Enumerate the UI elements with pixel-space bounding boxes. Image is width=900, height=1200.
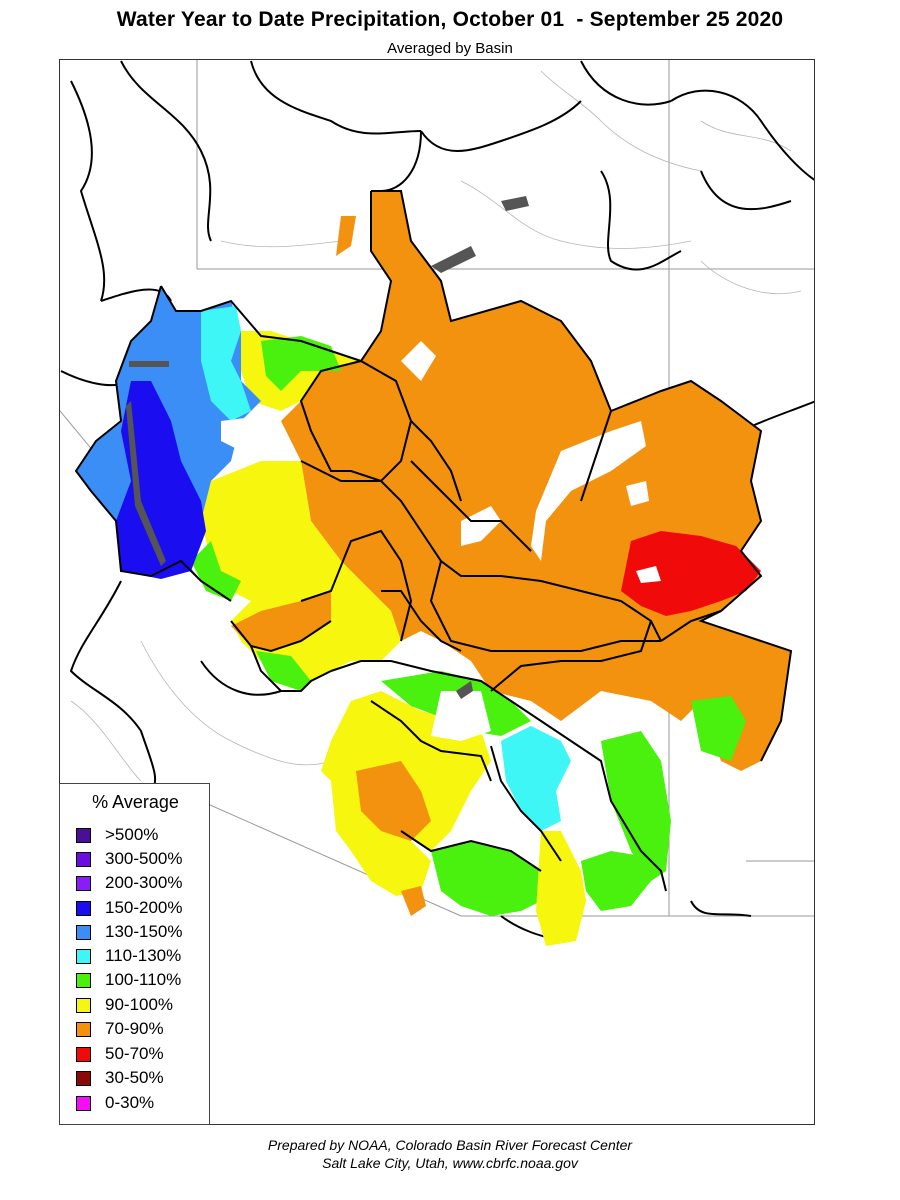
legend-label: 200-300% [105, 873, 183, 892]
legend-label: 90-100% [105, 995, 174, 1014]
legend-label: >500% [105, 825, 159, 844]
legend-swatch [76, 972, 91, 988]
legend-swatch [76, 900, 91, 916]
legend-swatch [76, 1095, 91, 1111]
legend-swatch [76, 948, 91, 964]
legend-item: 100-110% [76, 970, 181, 990]
legend-swatch [76, 924, 91, 940]
legend-swatch [76, 875, 91, 891]
legend-swatch [76, 1046, 91, 1062]
legend-swatch [76, 997, 91, 1013]
legend-label: 70-90% [105, 1019, 164, 1038]
legend-label: 130-150% [105, 922, 183, 941]
legend-label: 50-70% [105, 1044, 164, 1063]
state-borders [60, 60, 814, 917]
legend-title: % Average [92, 792, 179, 812]
basin-map-svg [60, 60, 814, 946]
legend-item: 300-500% [76, 849, 183, 869]
legend-label: 110-130% [105, 946, 182, 965]
legend-label: 30-50% [105, 1068, 164, 1087]
legend-item: 50-70% [76, 1044, 164, 1064]
legend-label: 100-110% [105, 970, 182, 989]
map-title: Water Year to Date Precipitation, Octobe… [116, 8, 784, 31]
legend-item: 200-300% [76, 873, 183, 893]
legend-item: 150-200% [76, 898, 183, 918]
legend-label: 150-200% [105, 898, 183, 917]
credit-line-1: Prepared by NOAA, Colorado Basin River F… [267, 1137, 633, 1153]
legend-swatch [76, 1070, 91, 1086]
rivers [70, 70, 802, 782]
credit-line-2: Salt Lake City, Utah, www.cbrfc.noaa.gov [322, 1155, 578, 1171]
legend-label: 300-500% [105, 849, 183, 868]
legend-swatch [76, 851, 91, 867]
interior-boundaries [74, 190, 793, 892]
lakes [126, 196, 529, 699]
map-subtitle: Averaged by Basin [387, 40, 513, 57]
legend-item: 70-90% [76, 1019, 164, 1039]
legend-item: 30-50% [76, 1068, 164, 1088]
legend-swatch [76, 1021, 91, 1037]
legend-item: 110-130% [76, 946, 181, 966]
legend-item: >500% [76, 825, 158, 845]
legend-item: 130-150% [76, 922, 183, 942]
legend-item: 0-30% [76, 1093, 154, 1113]
legend-swatch [76, 827, 91, 843]
legend-label: 0-30% [105, 1093, 155, 1112]
legend-item: 90-100% [76, 995, 173, 1015]
map-legend: % Average >500% 300-500% 200-300% 150-20… [59, 783, 210, 1125]
basin-fills [76, 191, 791, 946]
